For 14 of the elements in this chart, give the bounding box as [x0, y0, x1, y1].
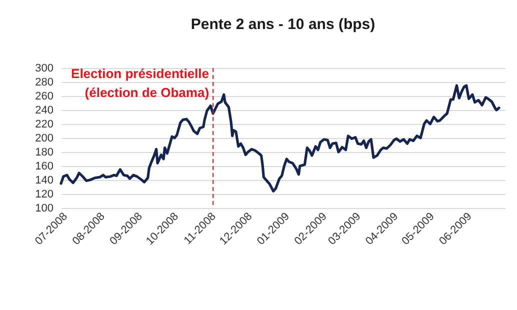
y-tick-label: 260 [35, 90, 54, 102]
ref-line-label: Election présidentielle (élection de Obama) [71, 66, 210, 100]
y-tick-label: 140 [35, 174, 54, 186]
y-tick-label: 240 [35, 104, 54, 116]
y-tick-label: 220 [35, 118, 54, 130]
y-tick-label: 160 [35, 160, 54, 172]
y-tick-label: 100 [35, 202, 54, 214]
y-tick-label: 180 [35, 146, 54, 158]
y-tick-label: 280 [35, 76, 54, 88]
line-series [60, 84, 500, 192]
y-tick-label: 300 [35, 62, 54, 74]
chart-title: Pente 2 ans - 10 ans (bps) [190, 16, 376, 33]
y-tick-label: 200 [35, 132, 54, 144]
y-tick-label: 120 [35, 188, 54, 200]
